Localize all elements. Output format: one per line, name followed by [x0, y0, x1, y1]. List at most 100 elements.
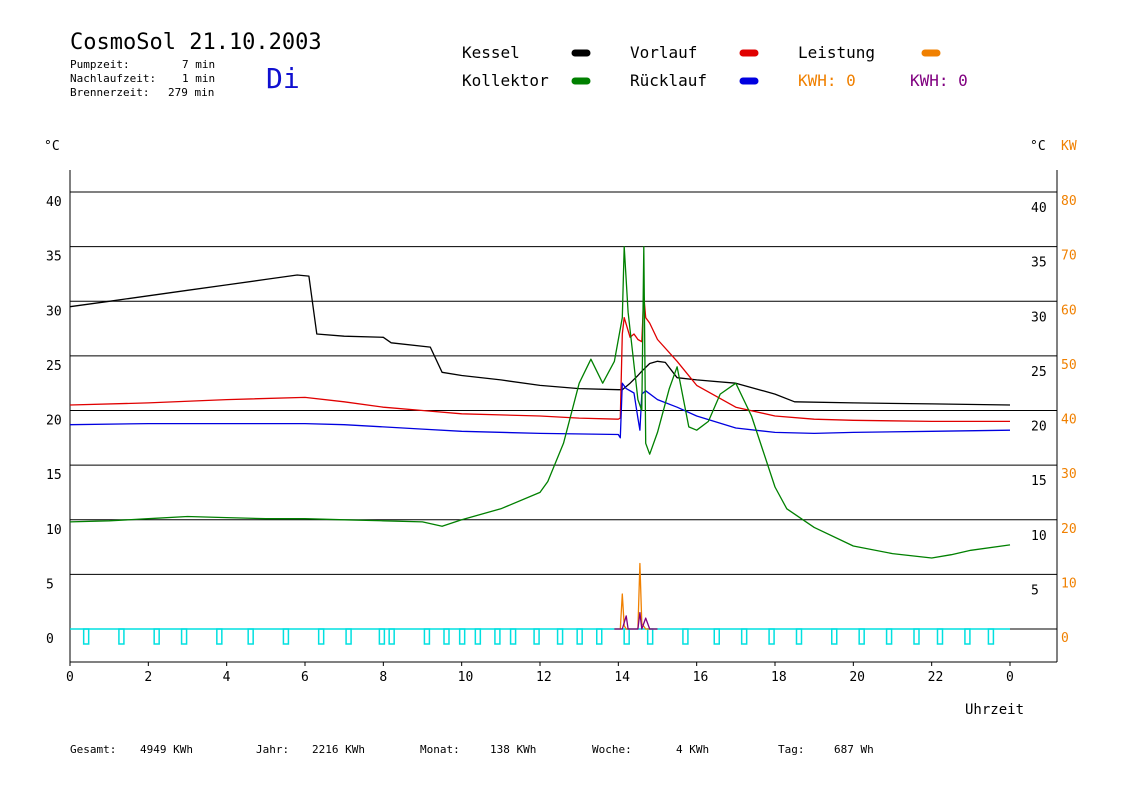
pump-pulse-15	[494, 628, 501, 645]
y-tick-right-15: 15	[1031, 474, 1047, 489]
x-tick-label-12: 0	[1006, 670, 1014, 685]
x-tick-label-2: 4	[223, 670, 231, 685]
pump-pulse-28	[831, 628, 838, 645]
pump-pulse-26	[768, 628, 775, 645]
footer-gesamt-value: 4949 KWh	[140, 743, 193, 756]
y-tick-kw-10: 10	[1061, 576, 1077, 591]
footer-gesamt-label: Gesamt:	[70, 743, 117, 756]
pump-pulse-9	[378, 628, 386, 645]
x-tick-label-6: 12	[536, 670, 552, 685]
pump-pulse-13	[458, 628, 466, 645]
series-line-kwh	[614, 611, 658, 630]
pump-pulse-4	[216, 628, 223, 645]
chart-ticks: 0 2 4 6 8 10 12 14 16 18 20 22 0 0 5 10 15 20 25 30 35 40 5 10 1…	[46, 194, 1077, 685]
pump-pulse-23	[682, 628, 689, 645]
y-tick-left-20: 20	[46, 414, 62, 429]
x-tick-label-4: 8	[379, 670, 387, 685]
x-tick-label-9: 18	[771, 670, 787, 685]
y-tick-right-35: 35	[1031, 256, 1047, 271]
legend-kwh2-label: KWH:	[910, 71, 949, 90]
x-tick-label-5: 10	[458, 670, 474, 685]
pump-pulse-18	[556, 628, 564, 645]
y-axis-kw-unit: KW	[1061, 139, 1077, 154]
pump-pulse-16	[509, 628, 517, 645]
x-tick-label-8: 16	[693, 670, 709, 685]
legend-kessel-label: Kessel	[462, 43, 520, 62]
pump-pulse-29	[858, 628, 865, 645]
pump-pulse-34	[987, 628, 995, 645]
y-tick-kw-80: 80	[1061, 194, 1077, 209]
legend-kwh2-value: 0	[958, 71, 968, 90]
y-tick-kw-50: 50	[1061, 358, 1077, 373]
y-tick-left-35: 35	[46, 250, 62, 265]
x-tick-label-7: 14	[614, 670, 630, 685]
pump-pulse-25	[740, 628, 748, 645]
pump-pulse-14	[474, 628, 482, 645]
legend-swatches	[571, 49, 941, 85]
pump-pulse-30	[885, 628, 893, 645]
pump-pulse-10	[388, 628, 395, 645]
pump-pulse-0	[82, 628, 90, 645]
info-pumpzeit-label: Pumpzeit:	[70, 58, 130, 71]
y-tick-right-10: 10	[1031, 529, 1047, 544]
pump-pulse-1	[118, 628, 125, 645]
pump-pulse-12	[443, 628, 450, 645]
pump-pulse-31	[913, 628, 920, 645]
footer-jahr-value: 2216 KWh	[312, 743, 365, 756]
y-tick-left-15: 15	[46, 468, 62, 483]
legend-leistung-label: Leistung	[798, 43, 876, 62]
x-tick-label-10: 20	[849, 670, 865, 685]
legend-vorlauf-label: Vorlauf	[630, 43, 698, 62]
series-line-rcklauf	[69, 382, 1011, 439]
y-tick-kw-70: 70	[1061, 249, 1077, 264]
pump-pulse-22	[646, 628, 654, 645]
x-axis-label: Uhrzeit	[965, 702, 1025, 718]
y-tick-right-30: 30	[1031, 310, 1047, 325]
pump-pulse-3	[180, 628, 188, 645]
pump-pulse-33	[964, 628, 971, 645]
footer-jahr-label: Jahr:	[256, 743, 290, 756]
y-tick-left-40: 40	[46, 195, 62, 210]
legend-ruecklauf-label: Rücklauf	[630, 71, 708, 90]
chart-series	[69, 245, 1011, 630]
series-line-kessel	[69, 274, 1011, 406]
info-nachlauf-value: 1 min	[182, 72, 216, 85]
pump-pulse-8	[345, 628, 352, 645]
pump-pulse-7	[317, 628, 325, 645]
y-tick-kw-40: 40	[1061, 413, 1077, 428]
y-tick-left-0: 0	[46, 632, 54, 647]
x-tick-label-0: 0	[66, 670, 74, 685]
y-tick-kw-0: 0	[1061, 631, 1069, 646]
chart-axes	[69, 170, 1058, 663]
chart-grid	[70, 191, 1057, 575]
y-tick-right-40: 40	[1031, 201, 1047, 216]
pump-pulse-6	[282, 628, 290, 645]
info-brenner-value: 279 min	[168, 86, 215, 99]
pump-pulse-11	[423, 628, 431, 645]
footer-tag-label: Tag:	[778, 743, 805, 756]
y-tick-right-25: 25	[1031, 365, 1047, 380]
y-tick-right-20: 20	[1031, 420, 1047, 435]
footer-tag-value: 687 Wh	[834, 743, 874, 756]
x-tick-label-11: 22	[928, 670, 944, 685]
footer-monat-label: Monat:	[420, 743, 460, 756]
y-tick-kw-30: 30	[1061, 467, 1077, 482]
x-tick-label-1: 2	[144, 670, 152, 685]
y-tick-kw-20: 20	[1061, 522, 1077, 537]
info-nachlauf-label: Nachlaufzeit:	[70, 72, 157, 85]
pump-pulse-2	[153, 628, 160, 645]
y-tick-left-10: 10	[46, 523, 62, 538]
y-axis-right-unit: °C	[1030, 139, 1046, 154]
weekday-label: Di	[266, 62, 300, 95]
info-pumpzeit-value: 7 min	[182, 58, 216, 71]
y-tick-left-25: 25	[46, 359, 62, 374]
y-axis-left-unit: °C	[44, 139, 60, 154]
y-tick-kw-60: 60	[1061, 303, 1077, 318]
legend-kwh1-value: 0	[846, 71, 856, 90]
footer-woche-label: Woche:	[592, 743, 632, 756]
pump-pulse-27	[795, 628, 803, 645]
footer-monat-value: 138 KWh	[490, 743, 537, 756]
series-line-kollektor	[69, 245, 1011, 559]
legend-kollektor-label: Kollektor	[462, 71, 549, 90]
